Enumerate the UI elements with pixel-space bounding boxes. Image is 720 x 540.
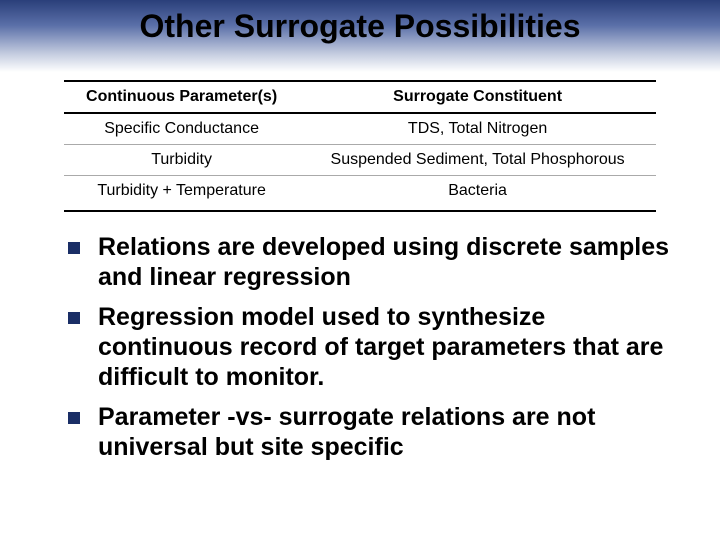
col-header-parameters: Continuous Parameter(s)	[64, 81, 299, 113]
cell-constituent: Bacteria	[299, 176, 656, 212]
table-container: Continuous Parameter(s) Surrogate Consti…	[0, 72, 720, 212]
cell-param: Turbidity	[64, 145, 299, 176]
col-header-constituent: Surrogate Constituent	[299, 81, 656, 113]
table-row: Turbidity + Temperature Bacteria	[64, 176, 656, 212]
surrogate-table: Continuous Parameter(s) Surrogate Consti…	[64, 80, 656, 212]
list-item: Relations are developed using discrete s…	[68, 232, 680, 292]
square-bullet-icon	[68, 312, 80, 324]
cell-param: Specific Conductance	[64, 113, 299, 145]
slide-header: Other Surrogate Possibilities	[0, 0, 720, 72]
table-row: Turbidity Suspended Sediment, Total Phos…	[64, 145, 656, 176]
table-header-row: Continuous Parameter(s) Surrogate Consti…	[64, 81, 656, 113]
square-bullet-icon	[68, 242, 80, 254]
bullet-list: Relations are developed using discrete s…	[0, 212, 720, 462]
list-item: Regression model used to synthesize cont…	[68, 302, 680, 392]
cell-constituent: Suspended Sediment, Total Phosphorous	[299, 145, 656, 176]
bullet-text: Relations are developed using discrete s…	[98, 232, 680, 292]
table-row: Specific Conductance TDS, Total Nitrogen	[64, 113, 656, 145]
square-bullet-icon	[68, 412, 80, 424]
slide-title: Other Surrogate Possibilities	[140, 8, 581, 45]
bullet-text: Regression model used to synthesize cont…	[98, 302, 680, 392]
list-item: Parameter -vs- surrogate relations are n…	[68, 402, 680, 462]
cell-param: Turbidity + Temperature	[64, 176, 299, 212]
cell-constituent: TDS, Total Nitrogen	[299, 113, 656, 145]
bullet-text: Parameter -vs- surrogate relations are n…	[98, 402, 680, 462]
